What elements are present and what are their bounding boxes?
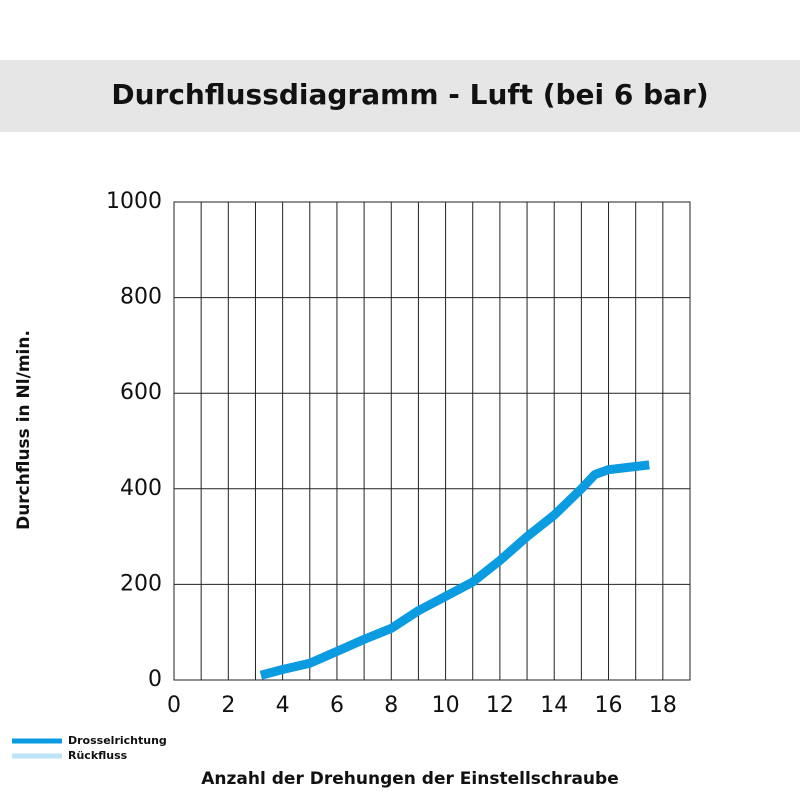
x-tick-label: 18 [649,693,677,718]
title-band [0,60,800,132]
chart-title: Durchflussdiagramm - Luft (bei 6 bar) [111,78,708,111]
y-tick-label: 400 [120,476,162,501]
y-tick-label: 600 [120,380,162,405]
x-tick-label: 6 [330,693,344,718]
y-axis-label: Durchfluss in Nl/min. [14,330,34,530]
y-tick-label: 1000 [106,189,162,214]
legend-label: Drosselrichtung [68,734,167,747]
y-tick-label: 200 [120,571,162,596]
x-tick-label: 12 [486,693,514,718]
x-tick-label: 16 [595,693,623,718]
x-tick-label: 4 [276,693,290,718]
y-tick-label: 800 [120,285,162,310]
x-tick-label: 14 [540,693,568,718]
x-tick-label: 0 [167,693,181,718]
y-tick-label: 0 [148,667,162,692]
data-line [259,460,650,680]
x-axis-label: Anzahl der Drehungen der Einstellschraub… [201,769,618,789]
x-tick-label: 8 [384,693,398,718]
x-tick-label: 10 [432,693,460,718]
x-tick-label: 2 [221,693,235,718]
legend-label: Rückfluss [68,749,128,762]
